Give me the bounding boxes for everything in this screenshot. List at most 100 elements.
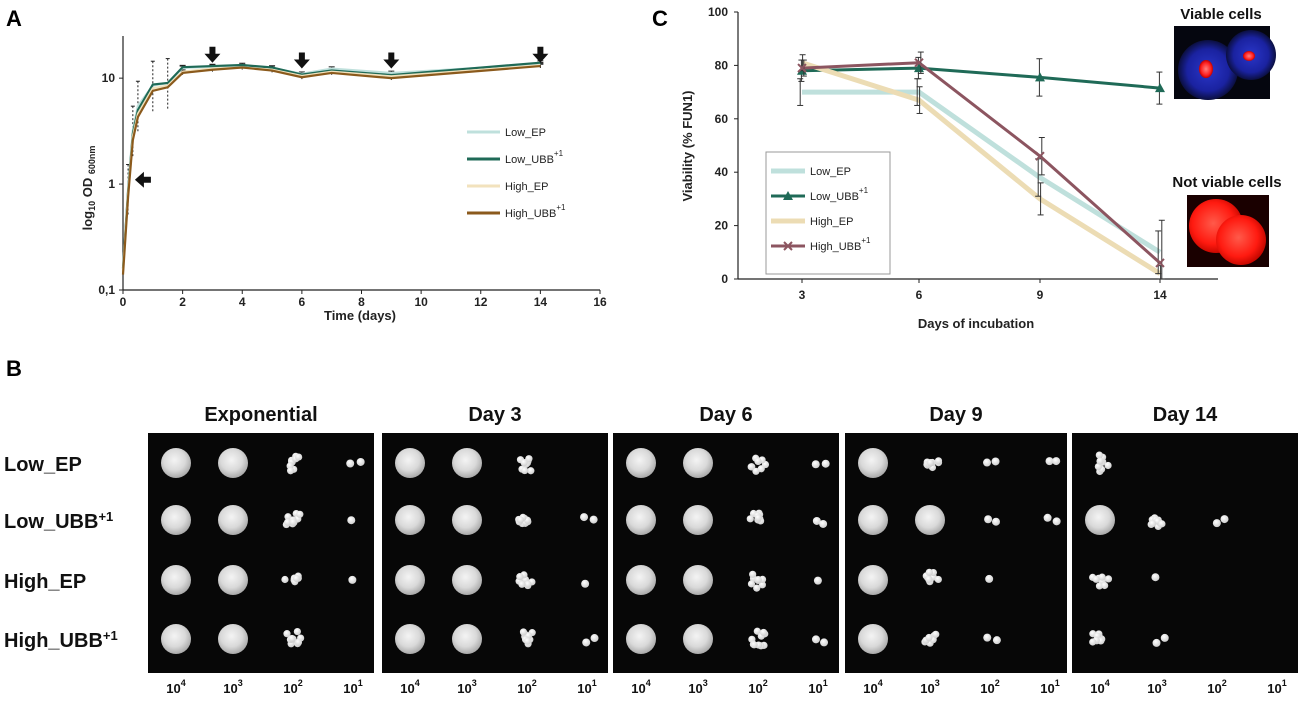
spot-dilution-label: 104: [631, 678, 650, 696]
spot-colony: [289, 518, 297, 526]
spot-colony-dense: [161, 448, 191, 478]
spot-colony: [991, 517, 1000, 526]
spot-colony: [985, 574, 994, 583]
panel-c-legend-marker: [783, 241, 793, 251]
panel-c-legend-label-3: High_UBB+1: [810, 236, 871, 253]
panel-a-y-tick-label: 10: [102, 71, 116, 85]
spot-colony-dense: [626, 505, 656, 535]
spot-colony: [992, 636, 1001, 645]
spot-colony: [1092, 575, 1100, 583]
spot-header-3: Day 9: [929, 404, 982, 426]
spot-colony: [821, 459, 830, 468]
spot-dilution-label: 103: [688, 678, 707, 696]
panel-c-ylabel: Viability (% FUN1): [680, 90, 695, 201]
panel-c-x-tick-label: 14: [1153, 288, 1167, 302]
panel-a-x-tick-label: 8: [358, 295, 365, 309]
spot-colony-dense: [858, 448, 888, 478]
spot-colony-dense: [683, 505, 713, 535]
spot-colony: [760, 628, 768, 637]
spot-dilution-label: 102: [980, 678, 999, 696]
panel-c-series-line-3: [801, 61, 1161, 265]
spot-dilution-label: 102: [517, 678, 536, 696]
spot-colony: [757, 465, 765, 473]
spot-colony: [346, 459, 355, 468]
panel-c-y-tick-label: 60: [715, 112, 729, 126]
panel-a: A log10 OD 600nm Time (days) 0 2 4 6 8 10 12 14…: [6, 6, 607, 323]
spot-colony: [754, 575, 762, 584]
spot-colony: [750, 641, 758, 649]
spot-colony-dense: [452, 565, 482, 595]
spot-colony: [1095, 451, 1103, 459]
panel-a-arrow-left: [134, 171, 151, 188]
panel-label-a: A: [6, 6, 22, 31]
spot-dilution-label: 102: [283, 678, 302, 696]
spot-colony: [348, 575, 357, 584]
panel-b: B Exponential Day 3 Day 6 Day 9 Day 14 Low_E…: [4, 356, 1298, 696]
spot-colony-dense: [858, 505, 888, 535]
spot-colony: [294, 638, 303, 646]
spot-plate-1: [382, 433, 608, 673]
spot-colony-dense: [858, 624, 888, 654]
spot-colony: [1095, 582, 1104, 590]
spot-dilution-label: 103: [1147, 678, 1166, 696]
inset-not-viable-title: Not viable cells: [1172, 174, 1281, 191]
spot-header-2: Day 6: [699, 404, 752, 426]
spot-colony: [293, 627, 301, 636]
panel-c-x-tick-label: 6: [916, 288, 923, 302]
panel-a-x-tick-label: 10: [414, 295, 428, 309]
spot-colony: [754, 514, 762, 522]
panel-c-legend-label-2: High_EP: [810, 216, 853, 228]
panel-a-axes: 0 2 4 6 8 10 12 14 16 0,1 1 10: [98, 36, 607, 309]
spot-colony: [925, 575, 933, 583]
spot-colony: [754, 457, 762, 465]
spot-colony: [1101, 581, 1109, 590]
spot-plate-3: [845, 433, 1067, 673]
panel-a-xlabel: Time (days): [324, 308, 396, 323]
spot-dilution-label: 104: [400, 678, 419, 696]
panel-c-marker-triangle: [914, 63, 924, 73]
panel-label-b: B: [6, 356, 22, 381]
spot-colony: [521, 466, 529, 475]
spot-colony: [295, 453, 303, 461]
spot-colony: [1148, 520, 1156, 528]
panel-c-axes: 0 20 40 60 80 100 3 6 9 14: [708, 5, 1218, 302]
panel-a-ylabel: log10 OD 600nm: [80, 146, 97, 231]
spot-colony: [287, 467, 295, 475]
spot-dilution-label: 101: [808, 678, 827, 696]
spot-dilution-label: 104: [863, 678, 882, 696]
spot-colony-dense: [683, 624, 713, 654]
spot-colony-dense: [161, 505, 191, 535]
spot-colony: [926, 459, 935, 467]
spot-dilution-label: 103: [223, 678, 242, 696]
spot-colony-dense: [218, 565, 248, 595]
spot-colony: [1151, 573, 1160, 582]
spot-colony: [590, 634, 599, 643]
spot-colony-dense: [626, 565, 656, 595]
panel-a-series-line-1: [121, 61, 541, 269]
spot-row-label-0: Low_EP: [4, 454, 82, 476]
panel-a-legend-label-2: High_EP: [505, 181, 548, 193]
panel-a-x-tick-label: 6: [299, 295, 306, 309]
spot-dilution-label: 102: [748, 678, 767, 696]
spot-dilution-label: 104: [1090, 678, 1109, 696]
spot-colony: [581, 579, 590, 588]
spot-dilution-label: 103: [457, 678, 476, 696]
spot-dilution-label: 101: [1040, 678, 1059, 696]
panel-a-x-tick-label: 16: [593, 295, 607, 309]
spot-colony: [288, 634, 296, 643]
spot-colony: [1096, 457, 1104, 465]
spot-dilution-label: 101: [1267, 678, 1286, 696]
panel-c-legend-label-1: Low_UBB+1: [810, 186, 869, 203]
spot-colony: [1098, 573, 1106, 581]
spot-row-labels: Low_EP Low_UBB+1 High_EP High_UBB+1: [4, 454, 118, 652]
panel-a-arrow-down: [383, 52, 400, 69]
panel-a-series-line-3: [121, 64, 541, 275]
spot-plates: [148, 433, 1298, 673]
panel-a-x-tick-label: 12: [474, 295, 488, 309]
spot-colony-dense: [452, 624, 482, 654]
panel-a-series-line-2: [121, 64, 541, 272]
spot-colony: [525, 455, 533, 463]
spot-colony: [991, 457, 1000, 466]
spot-colony-dense: [626, 448, 656, 478]
